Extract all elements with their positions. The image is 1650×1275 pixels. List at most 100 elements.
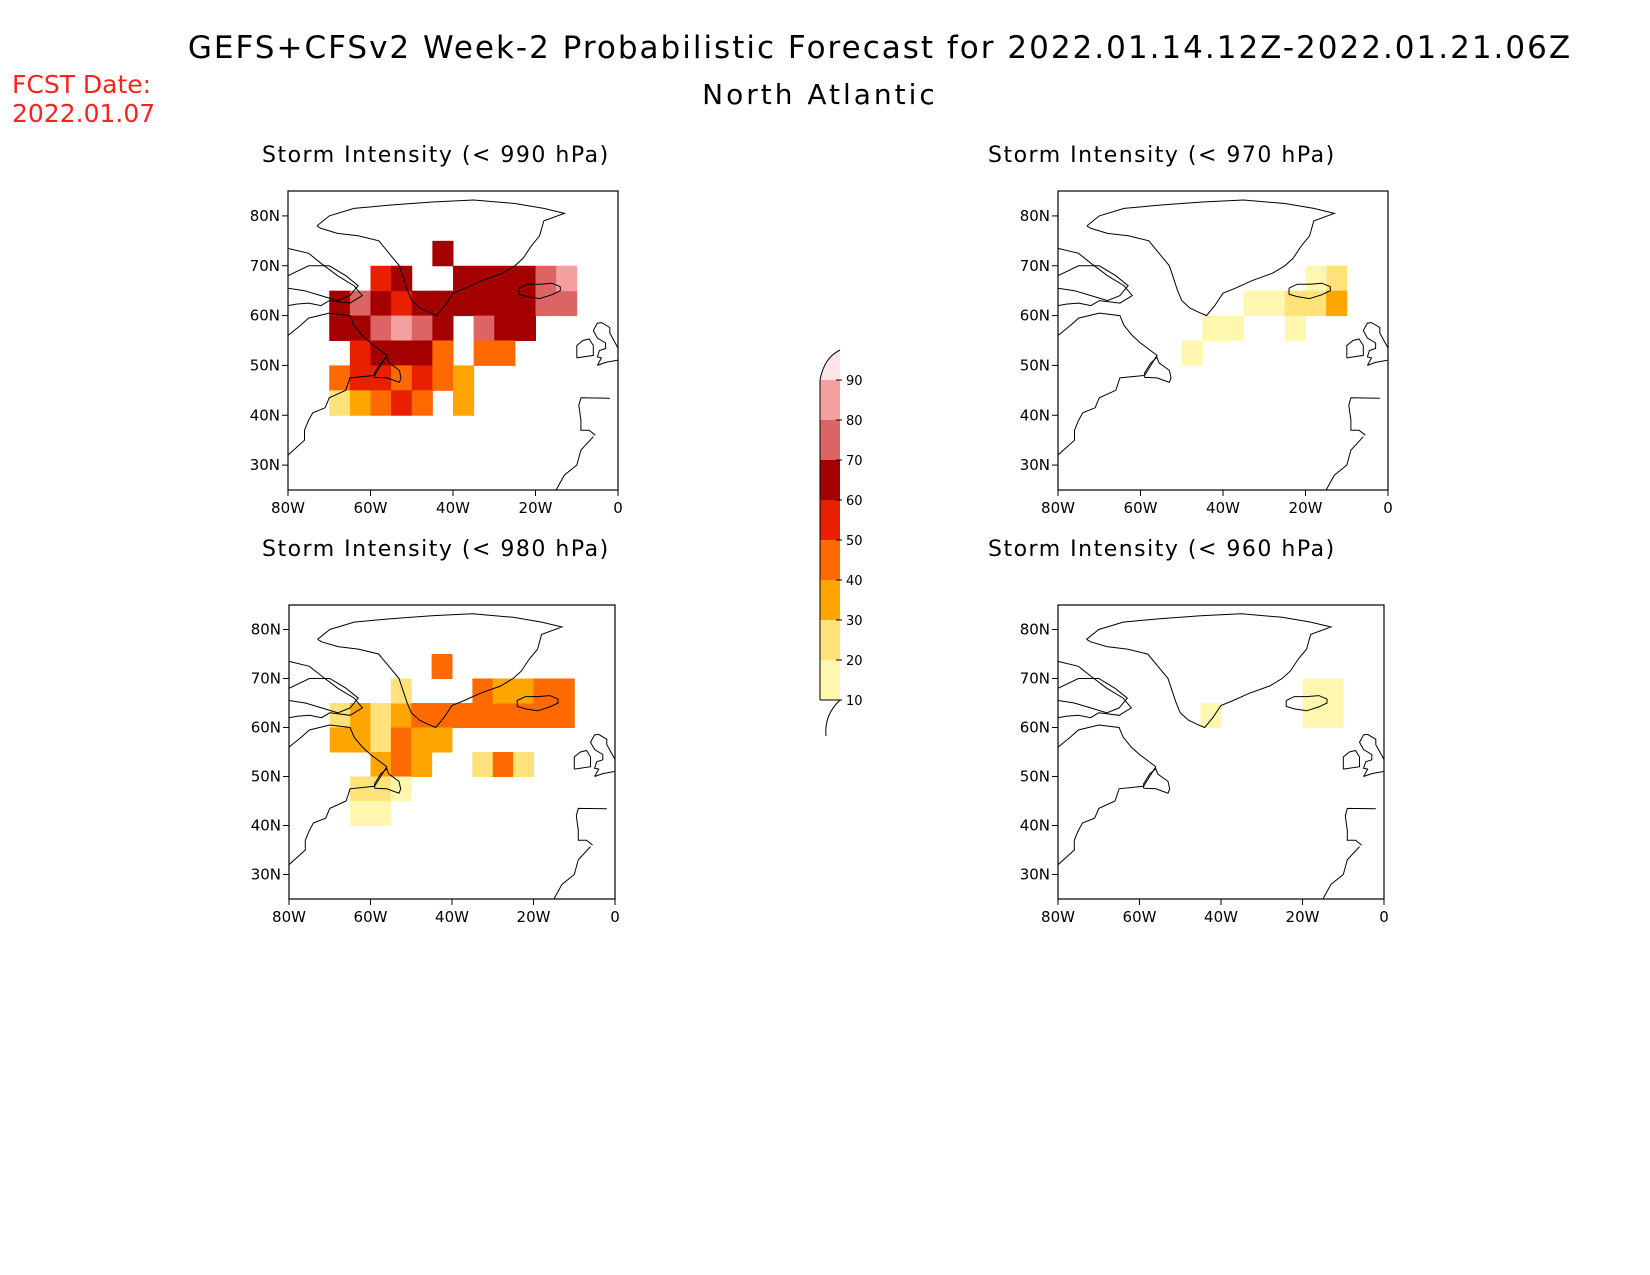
- colorbar-segment: [820, 420, 840, 460]
- lon-tick-label: 40W: [1204, 908, 1238, 926]
- probability-cell: [350, 776, 371, 802]
- coastline: [1344, 807, 1376, 846]
- probability-cell: [329, 315, 351, 341]
- colorbar-label: 10: [846, 694, 863, 709]
- probability-cell: [1322, 678, 1344, 704]
- probability-cell: [1326, 290, 1348, 317]
- colorbar-label: 70: [846, 454, 863, 469]
- lat-tick-label: 80N: [1020, 621, 1050, 639]
- probability-cell: [370, 290, 392, 317]
- lat-tick-label: 40N: [1020, 817, 1050, 835]
- coastlines: [1058, 199, 1388, 490]
- probability-cell: [492, 678, 514, 704]
- coastlines: [288, 199, 684, 490]
- coastline: [288, 312, 388, 456]
- probability-cell: [370, 727, 392, 753]
- probability-cell: [1305, 290, 1327, 317]
- probability-cell: [535, 290, 557, 317]
- probability-cells: [1181, 265, 1348, 366]
- probability-cell: [1326, 265, 1348, 292]
- coastline: [639, 268, 684, 325]
- coastline: [289, 660, 364, 719]
- probability-cell: [329, 290, 351, 317]
- probability-cells: [329, 240, 578, 416]
- probability-cell: [370, 390, 392, 416]
- coastline: [1322, 846, 1360, 899]
- coastline: [1362, 322, 1388, 366]
- lat-tick-label: 70N: [251, 670, 281, 688]
- lon-tick-label: 60W: [1124, 499, 1158, 517]
- probability-cell: [472, 678, 494, 704]
- lat-tick-label: 60N: [250, 307, 280, 325]
- lat-tick-label: 30N: [251, 866, 281, 884]
- coastline: [1058, 265, 1129, 302]
- probability-cell: [533, 703, 555, 728]
- coastline: [635, 681, 680, 737]
- probability-cell: [513, 678, 534, 704]
- probability-cell: [390, 703, 412, 728]
- coastline: [316, 199, 567, 317]
- probability-cell: [472, 703, 494, 728]
- probability-cell: [411, 727, 433, 753]
- probability-cell: [473, 315, 495, 341]
- probability-cell: [1302, 678, 1324, 704]
- coastline: [1346, 338, 1364, 359]
- coastline: [1143, 767, 1171, 794]
- colorbar-label: 80: [846, 414, 863, 429]
- lat-tick-label: 60N: [1020, 719, 1050, 737]
- coastline: [317, 613, 564, 729]
- probability-cell: [553, 703, 575, 728]
- coastline: [374, 356, 402, 384]
- probability-cell: [390, 678, 412, 704]
- probability-cell: [370, 315, 392, 341]
- coastline: [1358, 733, 1384, 777]
- coastline: [516, 695, 559, 712]
- probability-cell: [1322, 703, 1344, 728]
- lon-tick-label: 80W: [1041, 499, 1075, 517]
- probability-cell: [432, 240, 454, 267]
- probability-cells: [1200, 678, 1344, 728]
- coastline: [289, 724, 388, 866]
- probability-cell: [391, 315, 413, 341]
- probability-cell: [349, 390, 371, 416]
- probability-cell: [453, 265, 475, 292]
- coastline: [288, 247, 364, 307]
- lat-tick-label: 50N: [251, 768, 281, 786]
- probability-cell: [513, 703, 534, 728]
- lat-tick-label: 40N: [1020, 406, 1050, 424]
- probability-cell: [1305, 265, 1327, 292]
- coastline: [553, 846, 591, 899]
- probability-cell: [494, 340, 516, 366]
- probability-cell: [494, 290, 516, 317]
- colorbar-segment: [820, 660, 840, 700]
- probability-cell: [431, 703, 453, 728]
- probability-cell: [349, 315, 371, 341]
- probability-cell: [329, 390, 351, 416]
- probability-cell: [329, 365, 351, 391]
- probability-cell: [370, 265, 392, 292]
- probability-cell: [492, 703, 514, 728]
- probability-cell: [473, 290, 495, 317]
- coastlines: [1058, 613, 1449, 899]
- colorbar-top-wedge: [820, 350, 840, 380]
- probability-cell: [350, 703, 371, 728]
- coastline: [1404, 681, 1449, 737]
- lat-tick-label: 60N: [1020, 307, 1050, 325]
- lat-tick-label: 80N: [250, 207, 280, 225]
- lon-tick-label: 60W: [1123, 908, 1157, 926]
- panel-title-980: Storm Intensity (< 980 hPa): [262, 537, 610, 562]
- colorbar-segment: [820, 540, 840, 580]
- map-frame: [1057, 604, 1385, 900]
- probability-cell: [553, 678, 575, 704]
- lon-tick-label: 80W: [271, 499, 305, 517]
- lon-tick-label: 20W: [517, 908, 551, 926]
- probability-cell: [432, 340, 454, 366]
- coastline: [576, 338, 594, 359]
- lon-tick-label: 0: [1379, 908, 1389, 926]
- probability-cell: [556, 290, 578, 317]
- coastline: [289, 678, 360, 714]
- probability-cell: [494, 315, 516, 341]
- probability-cell: [391, 365, 413, 391]
- lon-tick-label: 0: [610, 908, 620, 926]
